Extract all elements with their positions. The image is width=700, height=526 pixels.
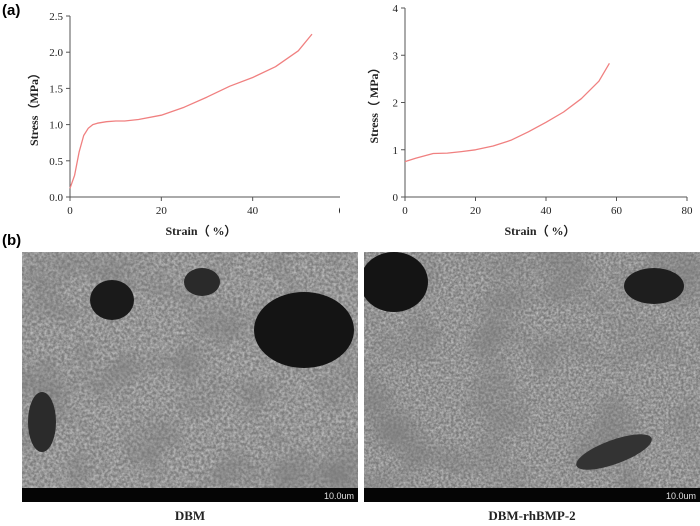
- x-tick-label: 60: [339, 205, 341, 217]
- y-tick-label: 2.5: [49, 11, 63, 23]
- y-tick-label: 4: [393, 3, 399, 15]
- x-axis-title: Strain（ %）: [504, 223, 575, 238]
- x-tick-label: 40: [247, 205, 259, 217]
- y-tick-label: 1.0: [49, 120, 63, 132]
- scale-label: 10.0um: [665, 491, 696, 501]
- y-tick-label: 0.0: [49, 192, 63, 204]
- y-tick-label: 1: [393, 145, 399, 157]
- y-tick-label: 3: [393, 50, 399, 62]
- x-tick-label: 60: [611, 205, 623, 217]
- scale-bar: [364, 488, 700, 502]
- caption-dbm-rhbmp-2: DBM-rhBMP-2: [488, 508, 576, 523]
- y-tick-label: 2.0: [49, 47, 63, 59]
- stress-strain-curve: [404, 62, 610, 163]
- scale-bar: [22, 488, 358, 502]
- scale-label: 10.0um: [323, 491, 354, 501]
- caption-dbm: DBM: [174, 508, 206, 523]
- stress-strain-chart-1: 0.0 0.5 1.0 1.5 2.0 2.5 0 20 40 60 Strain（ %） Stres…: [26, 11, 341, 238]
- x-axis-title: Strain（ %）: [165, 223, 236, 238]
- x-tick-label: 40: [541, 205, 553, 217]
- stress-strain-curve: [69, 33, 313, 189]
- x-tick-label: 80: [682, 205, 694, 217]
- sem-texture: [22, 252, 358, 502]
- x-tick-label: 0: [67, 205, 73, 217]
- x-tick-label: 20: [156, 205, 168, 217]
- y-tick-label: 1.5: [49, 83, 63, 95]
- y-tick-label: 0.5: [49, 156, 63, 168]
- x-tick-label: 0: [402, 205, 408, 217]
- y-axis-title: Stress（MPa）: [26, 67, 41, 146]
- y-tick-label: 0: [393, 192, 399, 204]
- y-axis-title: Stress（ MPa）: [366, 61, 381, 143]
- sem-image-dbm-rhbmp-2: 10.0um: [364, 252, 700, 502]
- y-tick-label: 2: [393, 98, 399, 110]
- sem-image-dbm: 10.0um: [22, 252, 358, 502]
- x-tick-label: 20: [470, 205, 482, 217]
- sem-texture: [364, 252, 700, 502]
- panel-label-b: (b): [2, 232, 22, 249]
- panel-label-a: (a): [2, 2, 21, 19]
